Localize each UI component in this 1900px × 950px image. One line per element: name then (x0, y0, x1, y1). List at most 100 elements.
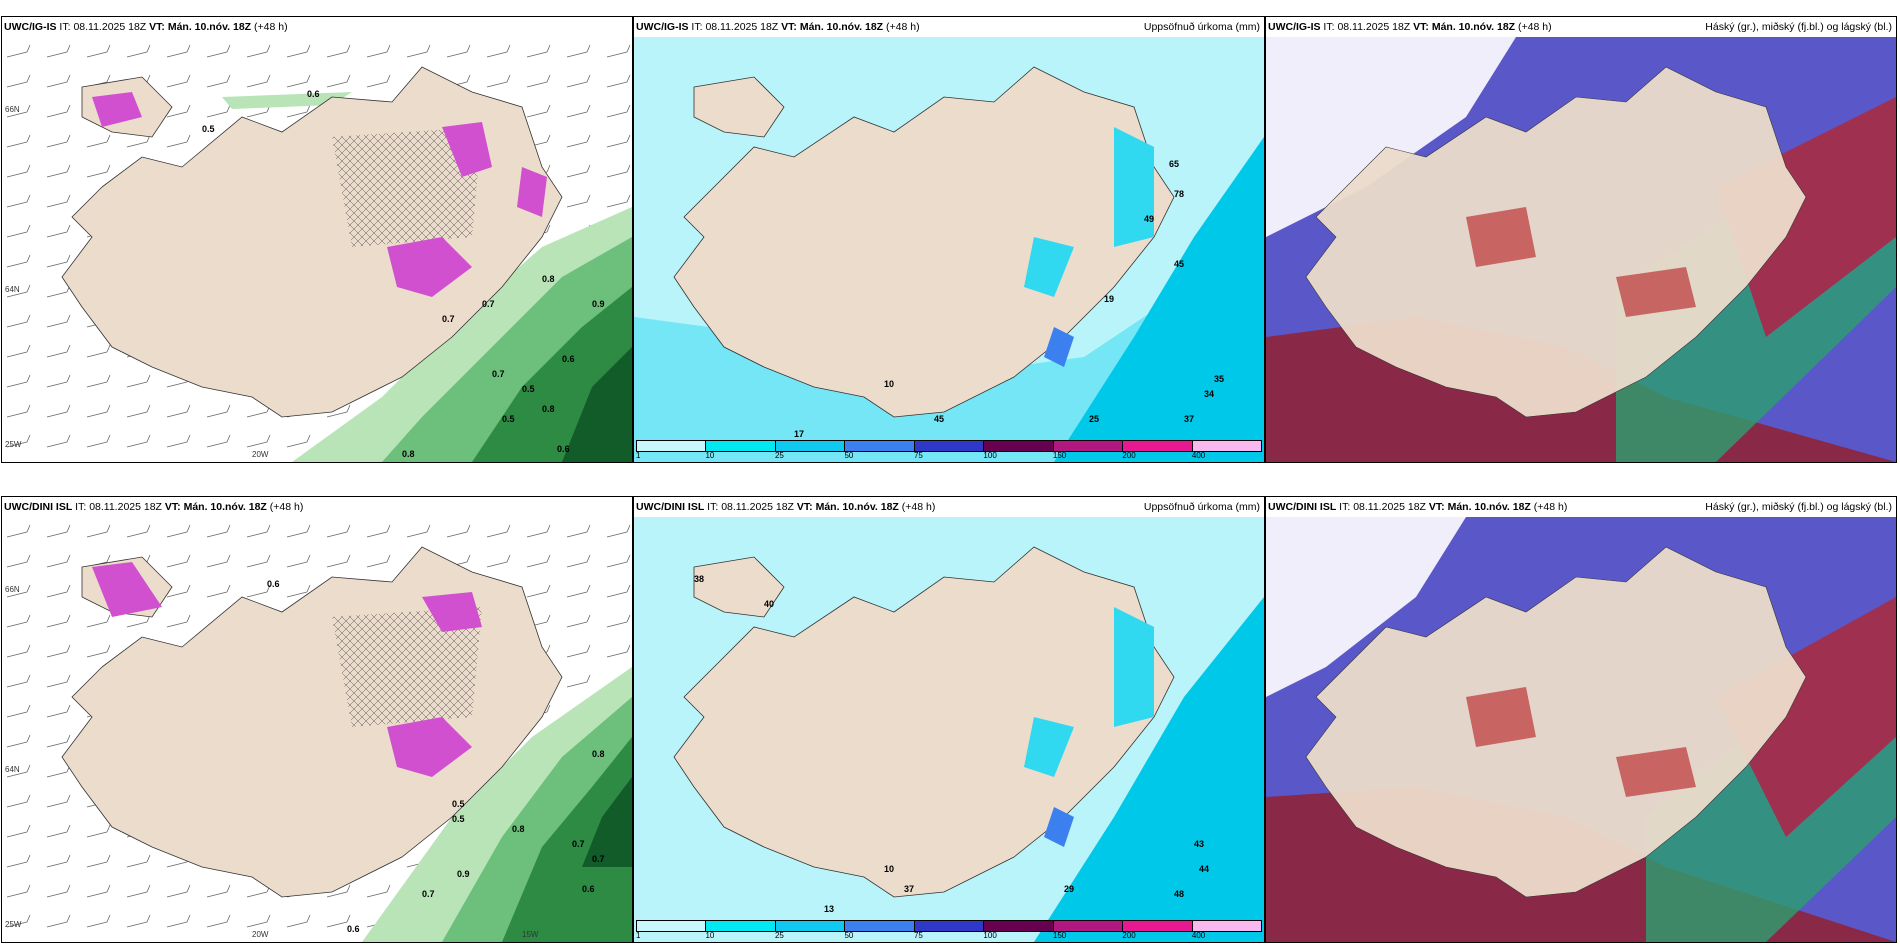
value-label: 0.5 (522, 384, 535, 394)
value-label: 45 (1174, 259, 1184, 269)
map-view (1266, 37, 1896, 462)
it-label: IT: (59, 21, 71, 33)
colorbar-cell (1123, 441, 1193, 451)
colorbar-cell (775, 441, 846, 451)
lead-time: (+48 h) (1518, 21, 1552, 33)
panel-header: UWC/DINI ISL IT: 08.11.2025 18Z VT: Mán.… (2, 497, 632, 517)
value-label: 13 (824, 904, 834, 914)
lead-time: (+48 h) (1533, 501, 1568, 513)
lead-time: (+48 h) (269, 501, 304, 513)
panel-header: UWC/IG-IS IT: 08.11.2025 18Z VT: Mán. 10… (2, 17, 632, 37)
panel-header: UWC/IG-IS IT: 08.11.2025 18Z VT: Mán. 10… (634, 17, 1264, 37)
panel-igis-wind-precip: UWC/IG-IS IT: 08.11.2025 18Z VT: Mán. 10… (1, 16, 633, 463)
colorbar-cell (1192, 441, 1261, 451)
colorbar: 1 10 25 50 75 100 150 200 400 (636, 440, 1262, 460)
field-title: Háský (gr.), miðský (fj.bl.) og lágský (… (1705, 501, 1892, 513)
colorbar-label: 1 (636, 451, 641, 460)
colorbar-cell (775, 921, 846, 931)
lead-time: (+48 h) (254, 21, 288, 33)
map-view: 38 40 43 44 48 29 13 37 10 (634, 517, 1264, 942)
vt-time: Mán. 10.nóv. 18Z (183, 501, 267, 513)
colorbar-label: 100 (983, 931, 997, 940)
value-label: 45 (934, 414, 944, 424)
colorbar-cell (637, 921, 707, 931)
panel-dini-precip: UWC/DINI ISL IT: 08.11.2025 18Z VT: Mán.… (633, 496, 1265, 943)
value-label: 37 (1184, 414, 1194, 424)
colorbar-cell (845, 921, 915, 931)
colorbar-label: 200 (1122, 451, 1136, 460)
lat-label: 64N (5, 285, 20, 294)
vt-label: VT: (1428, 501, 1445, 513)
value-label: 19 (1104, 294, 1114, 304)
it-time: 08.11.2025 18Z (1353, 501, 1426, 513)
vt-label: VT: (164, 501, 181, 513)
colorbar-label: 50 (844, 931, 854, 940)
lat-label: 64N (5, 765, 20, 774)
value-label: 0.7 (482, 299, 495, 309)
value-label: 34 (1204, 389, 1214, 399)
colorbar-label: 10 (705, 451, 715, 460)
value-label: 0.8 (512, 824, 525, 834)
colorbar-label: 150 (1052, 931, 1067, 940)
lead-time: (+48 h) (886, 21, 920, 33)
colorbar-label: 25 (774, 931, 784, 940)
colorbar-label: 1 (636, 931, 641, 940)
value-label: 0.8 (402, 449, 415, 459)
it-time: 08.11.2025 18Z (721, 501, 794, 513)
map-view: 66N 64N 25W 20W 15W 0.6 0.5 0.5 0.7 0.8 … (2, 517, 632, 942)
panel-igis-clouds: UWC/IG-IS IT: 08.11.2025 18Z VT: Mán. 10… (1265, 16, 1897, 463)
colorbar-cell (1053, 441, 1124, 451)
value-label: 29 (1064, 884, 1074, 894)
value-label: 40 (764, 599, 774, 609)
model-name: UWC/DINI ISL (636, 501, 705, 513)
vt-label: VT: (796, 501, 813, 513)
value-label: 0.5 (202, 124, 215, 134)
value-label: 43 (1194, 839, 1204, 849)
value-label: 0.6 (562, 354, 575, 364)
lon-label: 20W (252, 930, 269, 939)
model-name: UWC/IG-IS (636, 21, 689, 33)
value-label: 0.6 (557, 444, 570, 454)
colorbar-cell (845, 441, 915, 451)
value-label: 37 (904, 884, 914, 894)
panel-header: UWC/DINI ISL IT: 08.11.2025 18Z VT: Mán.… (634, 497, 1264, 517)
lat-label: 66N (5, 585, 20, 594)
value-label: 17 (794, 429, 804, 439)
colorbar-label: 50 (844, 451, 854, 460)
value-label: 0.7 (492, 369, 505, 379)
value-label: 0.7 (572, 839, 585, 849)
lat-label: 66N (5, 105, 20, 114)
panel-dini-clouds: UWC/DINI ISL IT: 08.11.2025 18Z VT: Mán.… (1265, 496, 1897, 943)
panel-header: UWC/IG-IS IT: 08.11.2025 18Z VT: Mán. 10… (1266, 17, 1896, 37)
it-time: 08.11.2025 18Z (73, 21, 147, 33)
map-view: 65 78 49 45 19 35 34 37 25 17 10 45 (634, 37, 1264, 462)
vt-time: Mán. 10.nóv. 18Z (167, 21, 252, 33)
colorbar-cell (914, 441, 985, 451)
value-label: 25 (1089, 414, 1099, 424)
colorbar-label: 400 (1191, 451, 1206, 460)
value-label: 0.6 (267, 579, 280, 589)
colorbar-cell (706, 441, 776, 451)
value-label: 78 (1174, 189, 1184, 199)
colorbar-label: 75 (913, 451, 923, 460)
model-name: UWC/IG-IS (4, 21, 57, 33)
colorbar-label: 400 (1191, 931, 1206, 940)
vt-label: VT: (149, 21, 165, 33)
value-label: 0.8 (542, 404, 555, 414)
value-label: 10 (884, 864, 894, 874)
vt-label: VT: (781, 21, 797, 33)
value-label: 0.8 (542, 274, 555, 284)
lead-time: (+48 h) (901, 501, 936, 513)
it-label: IT: (707, 501, 719, 513)
colorbar-cell (1192, 921, 1261, 931)
vt-label: VT: (1413, 21, 1429, 33)
lon-label: 15W (522, 930, 539, 939)
panel-dini-wind-precip: UWC/DINI ISL IT: 08.11.2025 18Z VT: Mán.… (1, 496, 633, 943)
colorbar-label: 100 (983, 451, 997, 460)
colorbar-label: 150 (1052, 451, 1067, 460)
value-label: 0.7 (592, 854, 605, 864)
vt-time: Mán. 10.nóv. 18Z (799, 21, 884, 33)
value-label: 0.9 (592, 299, 605, 309)
colorbar-label: 75 (913, 931, 923, 940)
colorbar: 1 10 25 50 75 100 150 200 400 (636, 920, 1262, 940)
